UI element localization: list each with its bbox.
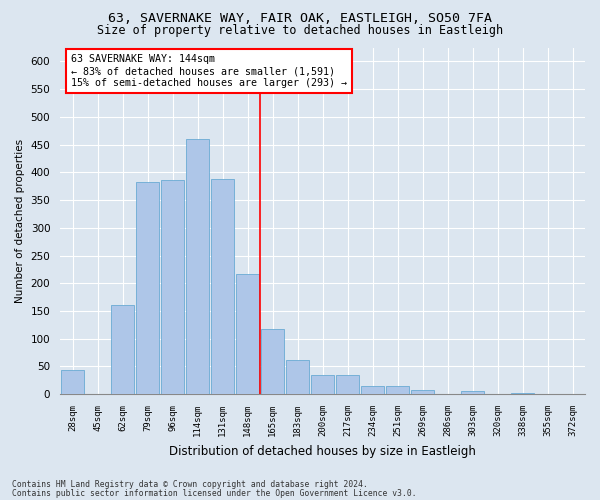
Bar [410, 390, 434, 394]
Bar [211, 179, 235, 394]
Bar [386, 386, 409, 394]
Bar [61, 370, 85, 394]
Bar [136, 182, 160, 394]
Bar [110, 306, 134, 394]
Bar [185, 139, 209, 394]
Bar [461, 392, 484, 394]
Text: Contains HM Land Registry data © Crown copyright and database right 2024.: Contains HM Land Registry data © Crown c… [12, 480, 368, 489]
Text: Contains public sector information licensed under the Open Government Licence v3: Contains public sector information licen… [12, 489, 416, 498]
Y-axis label: Number of detached properties: Number of detached properties [15, 139, 25, 303]
Bar [161, 180, 184, 394]
Bar [335, 375, 359, 394]
X-axis label: Distribution of detached houses by size in Eastleigh: Distribution of detached houses by size … [169, 444, 476, 458]
Bar [286, 360, 310, 394]
Bar [260, 328, 284, 394]
Text: 63 SAVERNAKE WAY: 144sqm
← 83% of detached houses are smaller (1,591)
15% of sem: 63 SAVERNAKE WAY: 144sqm ← 83% of detach… [71, 54, 347, 88]
Bar [361, 386, 385, 394]
Bar [311, 375, 334, 394]
Bar [236, 274, 259, 394]
Text: Size of property relative to detached houses in Eastleigh: Size of property relative to detached ho… [97, 24, 503, 37]
Bar [511, 392, 535, 394]
Text: 63, SAVERNAKE WAY, FAIR OAK, EASTLEIGH, SO50 7FA: 63, SAVERNAKE WAY, FAIR OAK, EASTLEIGH, … [108, 12, 492, 26]
